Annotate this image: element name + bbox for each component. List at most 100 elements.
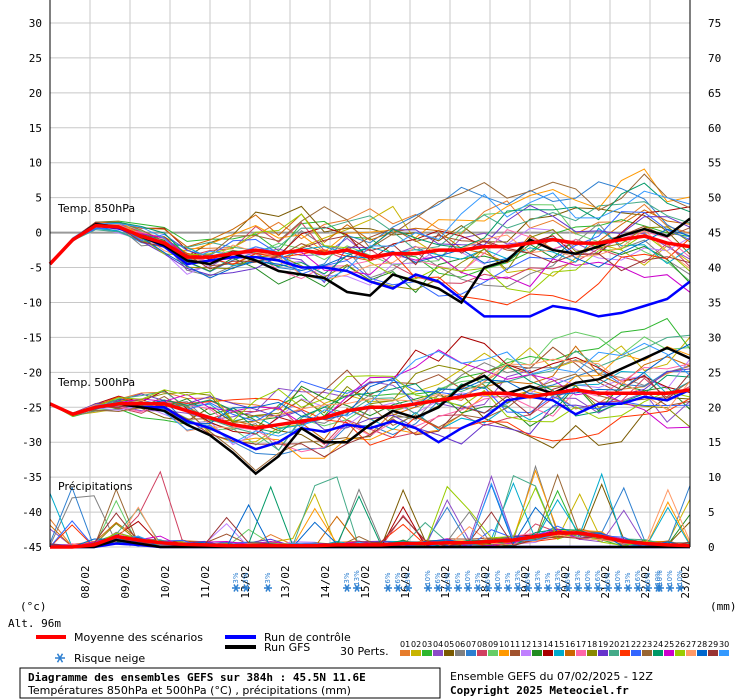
- snowflake-icon: [353, 584, 361, 592]
- snow-risk-pct: 6%: [434, 572, 442, 583]
- pert-number-label: 30: [719, 640, 729, 649]
- right-tick-label: 25: [708, 366, 721, 379]
- pert-color-swatch: [554, 650, 564, 656]
- pert-number-label: 19: [598, 640, 608, 649]
- snowflake-icon: [484, 584, 492, 592]
- right-tick-label: 30: [708, 331, 721, 344]
- pert-color-swatch: [587, 650, 597, 656]
- snowflake-icon: [474, 584, 482, 592]
- pert-color-swatch: [664, 650, 674, 656]
- right-tick-label: 5: [708, 506, 715, 519]
- pert-number-label: 06: [455, 640, 465, 649]
- right-tick-label: 0: [708, 541, 715, 554]
- snow-risk-pct: 6%: [384, 572, 392, 583]
- pert-color-swatch: [686, 650, 696, 656]
- snow-risk-pct: 3%: [264, 572, 272, 583]
- pert-line-t500: [49, 349, 691, 429]
- left-tick-label: 30: [29, 17, 42, 30]
- pert-color-swatch: [598, 650, 608, 656]
- pert-number-label: 23: [642, 640, 652, 649]
- pert-number-label: 04: [433, 640, 443, 649]
- snow-risk-pct: 13%: [534, 570, 542, 586]
- x-tick-label: 23/02: [679, 565, 692, 598]
- pert-number-label: 11: [510, 640, 520, 649]
- pert-color-swatch: [620, 650, 630, 656]
- snow-risk-pct: 6%: [604, 572, 612, 583]
- snowflake-stroke: [535, 584, 541, 592]
- snowflake-stroke: [575, 584, 581, 592]
- snowflake-stroke: [385, 584, 391, 592]
- left-tick-label: 20: [29, 87, 42, 100]
- snowflake-stroke: [455, 584, 461, 592]
- t500-gfs-line: [49, 346, 691, 476]
- snow-risk-pct: 3%: [624, 572, 632, 583]
- pert-color-swatch: [675, 650, 685, 656]
- pert-color-swatch: [477, 650, 487, 656]
- pert-line-t850: [49, 219, 691, 278]
- pert-color-swatch: [422, 650, 432, 656]
- pert-line-t850: [49, 200, 691, 265]
- snowflake-stroke: [265, 584, 271, 592]
- right-tick-label: 35: [708, 296, 721, 309]
- pert-number-label: 21: [620, 640, 630, 649]
- snowflake-icon: [574, 584, 582, 592]
- snowflake-stroke: [465, 584, 471, 592]
- snowflake-stroke: [515, 584, 521, 592]
- snowflake-icon: [343, 584, 351, 592]
- snowflake-icon: [534, 584, 542, 592]
- pert-number-label: 25: [664, 640, 674, 649]
- snowflake-stroke: [555, 584, 561, 592]
- snowflake-stroke: [545, 584, 551, 592]
- snowflake-stroke: [243, 584, 249, 592]
- snow-risk-pct: 16%: [594, 570, 602, 586]
- pert-number-label: 27: [686, 640, 696, 649]
- snowflake-icon: [656, 584, 664, 592]
- snowflake-icon: [604, 584, 612, 592]
- pert-number-label: 20: [609, 640, 619, 649]
- right-tick-label: 40: [708, 262, 721, 275]
- pert-number-label: 13: [532, 640, 542, 649]
- x-tick-label: 14/02: [319, 565, 332, 598]
- snowflake-icon: [676, 584, 684, 592]
- snow-risk-pct: 10%: [584, 570, 592, 586]
- snowflake-icon: [264, 584, 272, 592]
- snow-risk-pct: 3%: [544, 572, 552, 583]
- left-tick-label: -30: [22, 436, 42, 449]
- snow-risk-pct: 6%: [394, 572, 402, 583]
- snow-risk-pct: 3%: [404, 572, 412, 583]
- right-tick-label: 55: [708, 157, 721, 170]
- footer-ensemble: Ensemble GEFS du 07/02/2025 - 12Z: [450, 670, 653, 683]
- snowflake-icon: [232, 584, 240, 592]
- left-tick-label: -45: [22, 541, 42, 554]
- snowflake-stroke: [595, 584, 601, 592]
- grid: [49, 0, 691, 548]
- x-tick-label: 15/02: [359, 565, 372, 598]
- snowflake-icon: [514, 584, 522, 592]
- snowflake-stroke: [657, 584, 663, 592]
- snowflake-icon: [564, 584, 572, 592]
- t500-mean-line: [49, 388, 691, 430]
- snowflake-stroke: [625, 584, 631, 592]
- snowflake-icon: [444, 584, 452, 592]
- pert-number-label: 14: [543, 640, 553, 649]
- snowflake-stroke: [475, 584, 481, 592]
- left-tick-label: -20: [22, 366, 42, 379]
- pert-color-swatch: [708, 650, 718, 656]
- right-tick-label: 50: [708, 192, 721, 205]
- left-tick-label: 25: [29, 52, 42, 65]
- snow-risk-pct: 10%: [464, 570, 472, 586]
- snowflake-icon: [666, 584, 674, 592]
- snowflake-icon: [554, 584, 562, 592]
- snow-risk-pct: 6%: [484, 572, 492, 583]
- snowflake-icon: [634, 584, 642, 592]
- precip-gfs-line: [50, 538, 690, 549]
- snow-risk-pct: 6%: [524, 572, 532, 583]
- left-tick-label: 5: [35, 192, 42, 205]
- snowflake-stroke: [525, 584, 531, 592]
- snowflake-stroke: [445, 584, 451, 592]
- snowflake-stroke: [495, 584, 501, 592]
- pert-color-swatch: [466, 650, 476, 656]
- snowflake-icon: [584, 584, 592, 592]
- snowflake-stroke: [395, 584, 401, 592]
- pert-color-swatch: [400, 650, 410, 656]
